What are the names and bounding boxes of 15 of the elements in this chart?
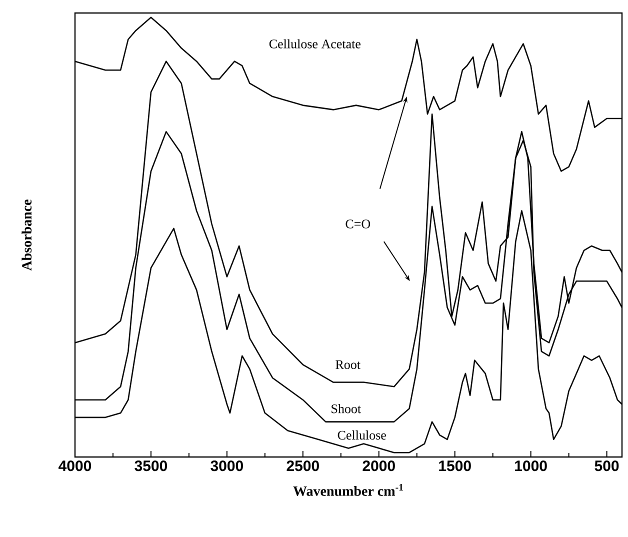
x-tick-label: 500 (594, 460, 619, 472)
y-axis-title: Absorbance (22, 200, 32, 271)
x-axis-title: Wavenumber cm$^{-1}$ (293, 484, 403, 496)
x-tick-label: 1000 (515, 460, 547, 472)
annotation: C=O (346, 220, 370, 228)
x-tick-label: 3500 (134, 460, 168, 472)
x-tick-label: 2500 (286, 460, 319, 472)
x-tick-label: 4000 (58, 460, 92, 472)
x-tick-label: 2000 (362, 460, 395, 472)
series-label: Cellulose (338, 430, 386, 440)
series-label: Root (336, 360, 360, 369)
x-tick-label: 1500 (439, 460, 471, 472)
x-tick-label: 3000 (210, 460, 243, 472)
series-label: Shoot (332, 404, 361, 414)
text: Cellulose Acetate (269, 39, 360, 48)
